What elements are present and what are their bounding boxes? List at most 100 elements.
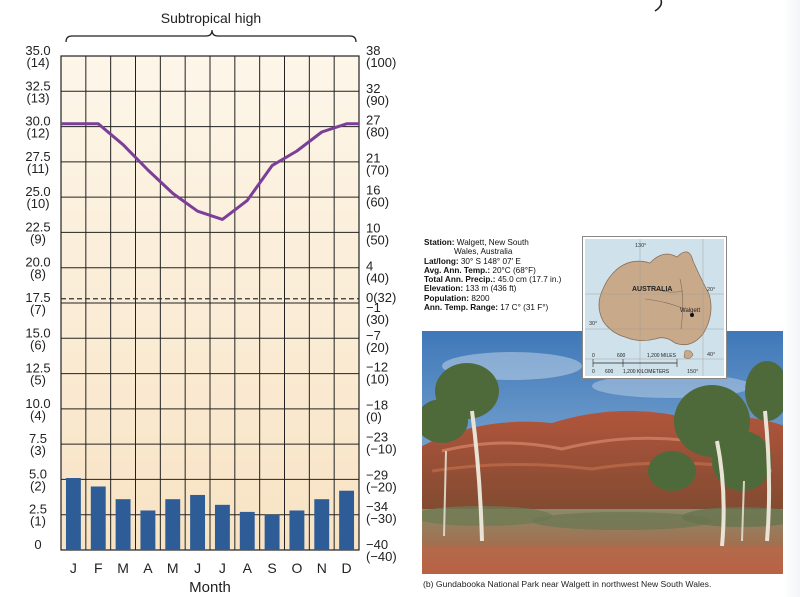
left-tick-sublabel: (6)	[30, 337, 46, 352]
right-tick-sublabel: (0)	[366, 410, 382, 425]
bar-d-11	[339, 490, 355, 550]
station-info: Station: Walgett, New South Wales, Austr…	[424, 238, 594, 312]
right-tick-label: −23	[366, 429, 388, 444]
month-label: M	[167, 560, 179, 576]
scale-miles-1200: 1,200 MILES	[647, 353, 677, 359]
precip-label: Total Ann. Precip.:	[424, 275, 496, 285]
month-label: S	[267, 560, 276, 576]
month-label: J	[219, 560, 226, 576]
right-tick-sublabel: (10)	[366, 372, 389, 387]
right-tick-label: 16	[366, 182, 380, 197]
population-label: Population:	[424, 293, 470, 303]
month-label: O	[291, 560, 302, 576]
map-town-label: Walgett	[680, 308, 700, 314]
right-tick-label: −40	[366, 537, 388, 552]
scale-miles-0: 0	[592, 353, 595, 359]
left-tick-label: 2.5	[29, 502, 47, 517]
right-tick-label: −29	[366, 467, 388, 482]
latlong-label: Lat/long:	[424, 256, 459, 266]
page-edge	[783, 0, 800, 597]
bar-j-5	[190, 494, 206, 550]
map-lat-30: 30°	[589, 321, 597, 327]
inset-map: AUSTRALIA Walgett 20° 30° 40° 130° 150° …	[583, 237, 726, 378]
month-label: J	[194, 560, 201, 576]
map-lon-130: 130°	[635, 243, 646, 249]
scale-km-600: 600	[605, 369, 614, 375]
bar-m-2	[115, 499, 131, 550]
right-tick-sublabel: (−30)	[366, 511, 397, 526]
left-tick-label: 27.5	[25, 149, 50, 164]
left-tick-sublabel: (2)	[30, 478, 46, 493]
map-scale-bar: 0 600 1,200 MILES 0 600 1,200 KILOMETERS	[592, 353, 678, 375]
right-tick-sublabel: (60)	[366, 194, 389, 209]
right-tick-sublabel: (100)	[366, 55, 396, 70]
left-tick-label: 0	[34, 537, 41, 552]
right-tick-sublabel: (50)	[366, 232, 389, 247]
left-tick-sublabel: (12)	[26, 126, 49, 141]
left-axis: 35.0(14) 32.5(13) 30.0(12) 27.5(11) 25.0(10)…	[25, 43, 50, 552]
right-tick-label: −7	[366, 328, 381, 343]
elevation-label: Elevation:	[424, 284, 464, 294]
temperature-line	[60, 122, 360, 221]
scale-km-1200: 1,200 KILOMETERS	[623, 369, 670, 375]
left-tick-label: 17.5	[25, 290, 50, 305]
station-value: Walgett, New South	[456, 238, 529, 247]
left-tick-label: 22.5	[25, 219, 50, 234]
map-lon-150: 150°	[687, 369, 698, 375]
latlong-value: 30° S 148° 07′ E	[460, 256, 521, 266]
map-lat-20: 20°	[707, 287, 715, 293]
bar-o-9	[289, 510, 305, 550]
scale-miles-600: 600	[617, 353, 626, 359]
right-tick-sublabel: (−10)	[366, 441, 397, 456]
month-label: F	[94, 560, 103, 576]
grid-lines	[61, 56, 359, 550]
left-tick-sublabel: (14)	[26, 55, 49, 70]
left-tick-sublabel: (9)	[30, 231, 46, 246]
bar-j-0	[65, 478, 81, 550]
left-tick-label: 15.0	[25, 325, 50, 340]
month-label: A	[143, 560, 153, 576]
avg-temp-value: 20°C (68°F)	[492, 265, 536, 275]
right-tick-sublabel: (70)	[366, 163, 389, 178]
right-tick-sublabel: (40)	[366, 270, 389, 285]
right-tick-sublabel: (20)	[366, 340, 389, 355]
right-axis: 38(100) 32(90) 27(80) 21(70) 16(60) 10(50) 4(4…	[366, 43, 397, 564]
right-tick-label: −34	[366, 499, 388, 514]
right-tick-label: −1	[366, 300, 381, 315]
station-value-line2: Wales, Australia	[454, 247, 513, 257]
left-tick-sublabel: (13)	[26, 90, 49, 105]
left-tick-sublabel: (4)	[30, 408, 46, 423]
bar-n-10	[314, 499, 330, 550]
map-lat-40: 40°	[707, 352, 715, 358]
left-tick-sublabel: (5)	[30, 373, 46, 388]
month-label: N	[317, 560, 327, 576]
right-tick-label: −18	[366, 398, 388, 413]
temp-range-value: 17 C° (31 F°)	[500, 303, 549, 313]
corner-mark	[654, 0, 663, 12]
right-tick-label: 4	[366, 258, 373, 273]
right-tick-sublabel: (30)	[366, 312, 389, 327]
right-tick-label: 32	[366, 81, 380, 96]
left-tick-sublabel: (7)	[30, 302, 46, 317]
left-tick-label: 12.5	[25, 361, 50, 376]
right-tick-sublabel: (−40)	[366, 549, 397, 564]
map-country-label: AUSTRALIA	[632, 286, 672, 293]
month-label: A	[243, 560, 253, 576]
x-axis-title: Month	[189, 579, 231, 596]
month-label: D	[342, 560, 352, 576]
month-label: M	[117, 560, 129, 576]
month-label: J	[70, 560, 77, 576]
bar-a-7	[239, 511, 255, 550]
left-tick-label: 5.0	[29, 466, 47, 481]
elevation-value: 133 m (436 ft)	[465, 284, 517, 294]
temp-range-label: Ann. Temp. Range:	[424, 303, 498, 313]
avg-temp-label: Avg. Ann. Temp.:	[424, 265, 491, 275]
right-tick-label: 27	[366, 113, 380, 128]
chart-title: Subtropical high	[161, 10, 261, 26]
bar-s-8	[264, 514, 280, 550]
precipitation-bars	[65, 478, 355, 550]
left-tick-sublabel: (1)	[30, 514, 46, 529]
left-tick-label: 10.0	[25, 396, 50, 411]
